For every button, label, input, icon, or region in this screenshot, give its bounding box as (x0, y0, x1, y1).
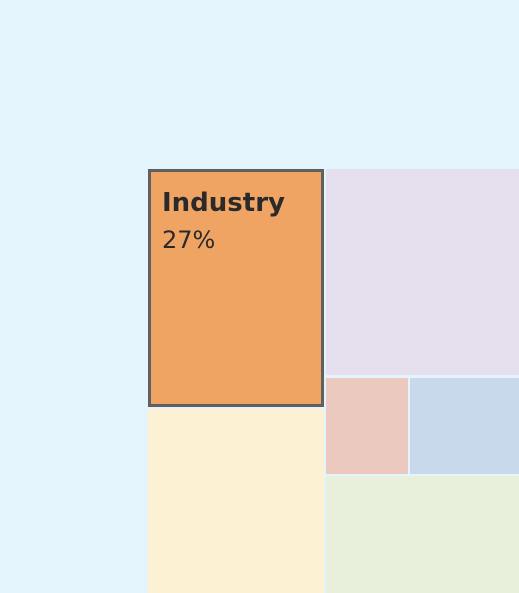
tile-industry (148, 169, 324, 407)
tile-purple (326, 169, 519, 375)
tile-blue (410, 378, 519, 474)
tile-label-industry: Industry (162, 188, 285, 218)
tile-value-industry: 27% (162, 226, 215, 254)
tile-yellow (148, 409, 324, 593)
tile-pink (326, 378, 408, 474)
tile-green (326, 476, 519, 593)
labels-layer: Industry 27% (162, 188, 285, 254)
